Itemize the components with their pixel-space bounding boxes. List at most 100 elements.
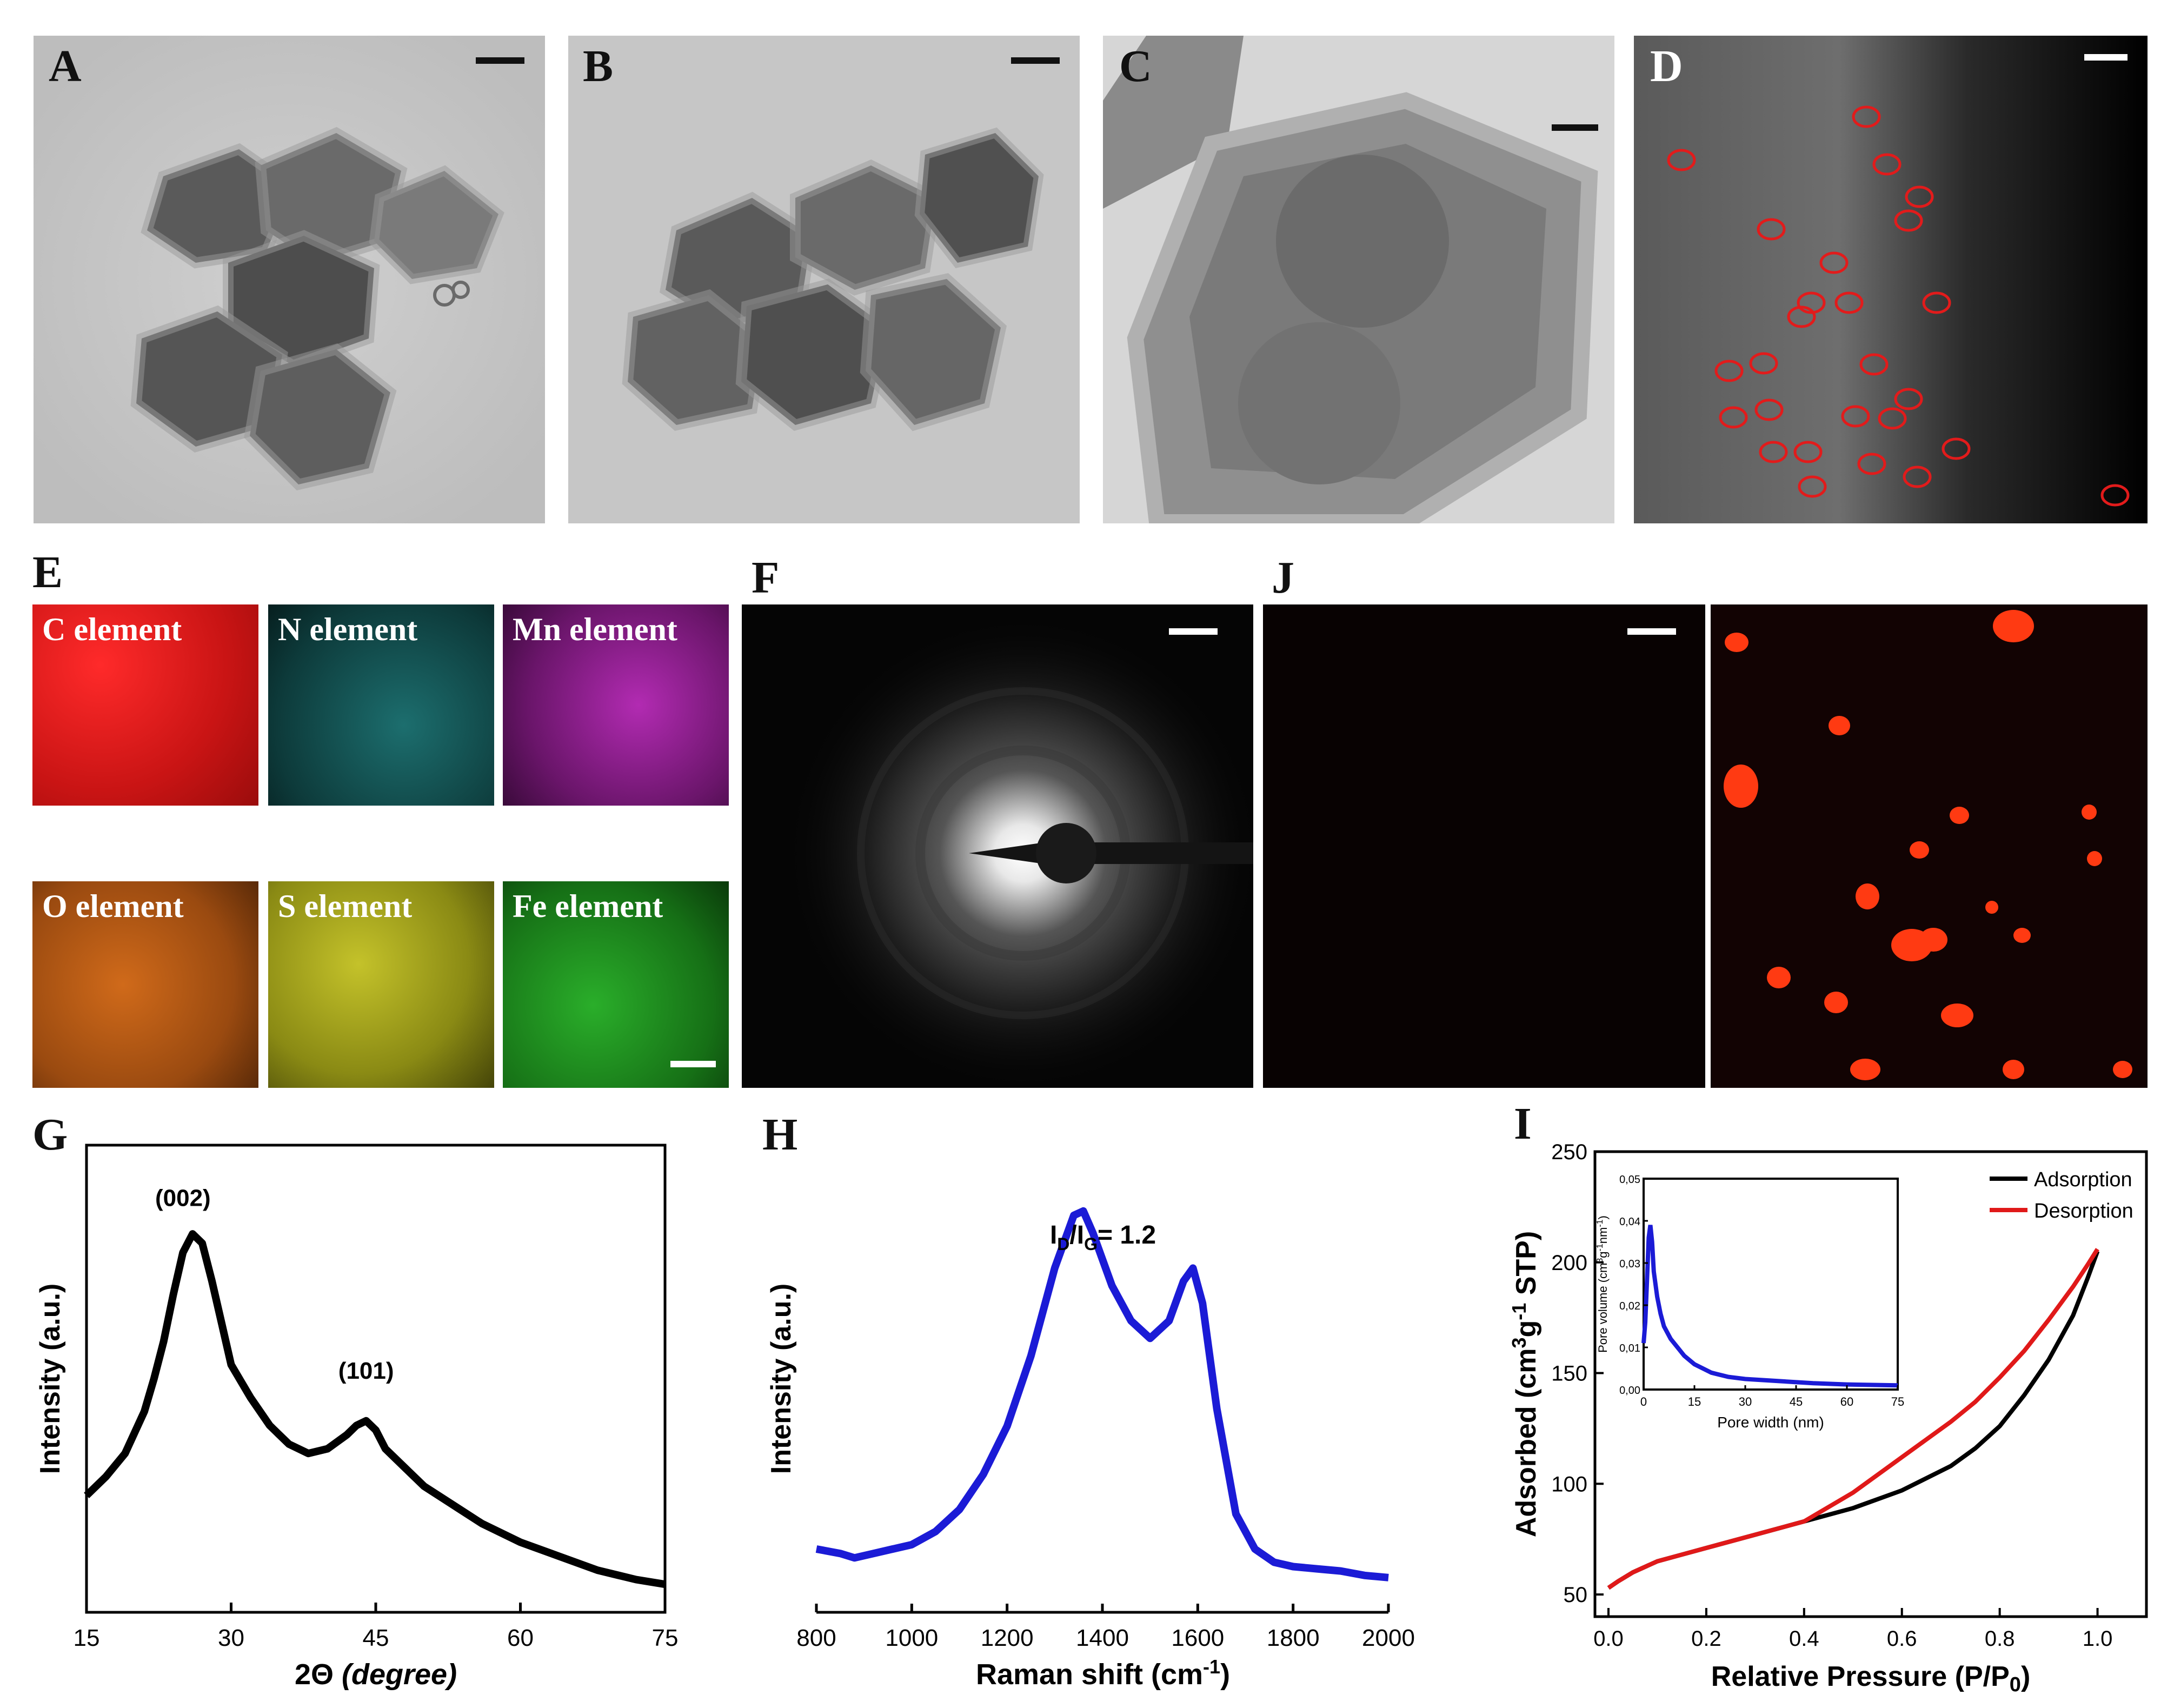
map-n-label: N element — [278, 612, 418, 647]
map-c-label: C element — [42, 612, 182, 647]
tem-image-a — [34, 36, 545, 523]
beam-stopper — [969, 823, 1253, 883]
x-tick-label: 1200 — [981, 1625, 1034, 1651]
atom-marker — [1819, 251, 1849, 274]
scale-bar-b — [1011, 57, 1060, 64]
particle-cluster-a — [130, 127, 504, 490]
panel-label-f: F — [752, 553, 780, 603]
bet-x-axis-label: Relative Pressure (P/P0) — [1711, 1661, 2031, 1696]
scale-bar-c — [1552, 124, 1598, 131]
scale-bar-j — [1627, 628, 1676, 635]
atom-marker — [1834, 291, 1864, 314]
raman-x-ticks: 800 1000 1200 1400 1600 1800 2000 — [796, 1604, 1415, 1651]
inset-x-axis-label: Pore width (nm) — [1717, 1414, 1824, 1431]
map-mn-element: Mn element — [503, 604, 729, 806]
y-tick-label: 100 — [1551, 1472, 1587, 1496]
panel-label-a: A — [49, 41, 82, 91]
x-tick-label: 1600 — [1171, 1625, 1224, 1651]
xrd-peak-label-101: (101) — [338, 1358, 394, 1384]
map-o-element: O element — [32, 881, 258, 1088]
legend-desorption: Desorption — [2034, 1200, 2133, 1222]
atom-marker — [1714, 360, 1744, 382]
map-c-element: C element — [32, 604, 258, 806]
atom-marker — [1872, 153, 1902, 176]
fluorescent-cells — [1724, 610, 2132, 1080]
map-n-element: N element — [268, 604, 494, 806]
atom-marker — [1754, 398, 1784, 421]
inset-y-tick-label: 0,04 — [1619, 1216, 1640, 1228]
bet-y-ticks: 50 100 150 200 250 — [1551, 1140, 1604, 1607]
inset-y-tick-label: 0,03 — [1619, 1258, 1640, 1270]
tem-image-b — [568, 36, 1080, 523]
map-s-element: S element — [268, 881, 494, 1088]
x-tick-label: 30 — [218, 1625, 244, 1651]
atom-marker — [1759, 441, 1788, 463]
saed-pattern-f — [742, 604, 1253, 1088]
panel-label-g: G — [32, 1109, 68, 1160]
inset-y-tick-label: 0,05 — [1619, 1174, 1640, 1186]
particle-cluster-b — [622, 127, 1044, 431]
scale-bar-d — [2084, 54, 2128, 61]
atom-marker — [1798, 475, 1827, 498]
x-tick-label: 0.0 — [1593, 1627, 1624, 1651]
panel-label-e: E — [32, 547, 63, 597]
map-o-label: O element — [42, 888, 184, 924]
x-tick-label: 0.4 — [1789, 1627, 1819, 1651]
y-tick-label: 200 — [1551, 1251, 1587, 1275]
atom-marker — [1857, 453, 1886, 475]
inset-y-tick-label: 0,01 — [1619, 1343, 1640, 1354]
xrd-y-axis-label: Intensity (a.u.) — [35, 1284, 66, 1474]
atom-marker — [2100, 484, 2130, 507]
chart-h-raman: 800 1000 1200 1400 1600 1800 2000 ID/IG= 1.2 R… — [766, 1207, 1415, 1691]
x-tick-label: 0.6 — [1887, 1627, 1917, 1651]
inset-x-tick-label: 60 — [1840, 1395, 1853, 1408]
atom-marker — [1667, 149, 1696, 171]
raman-ratio-annotation: ID/IG= 1.2 — [1050, 1221, 1156, 1254]
chart-g-xrd: 15 30 45 60 75 (002) (101) 2Θ (degree) Inten… — [35, 1144, 679, 1691]
fluorescence-control-j — [1263, 604, 1705, 1088]
map-fe-element: Fe element — [503, 881, 729, 1088]
atom-marker — [1942, 437, 1971, 460]
x-tick-label: 2000 — [1362, 1625, 1415, 1651]
x-tick-label: 1400 — [1076, 1625, 1129, 1651]
x-tick-label: 0.8 — [1985, 1627, 2015, 1651]
panel-label-h: H — [762, 1109, 798, 1160]
map-fe-label: Fe element — [513, 888, 663, 924]
inset-y-tick-label: 0,00 — [1619, 1385, 1640, 1397]
x-tick-label: 45 — [363, 1625, 389, 1651]
bet-y-axis-label: Adsorbed (cm3g-1 STP) — [1508, 1231, 1542, 1537]
inset-y-ticks: 0,00 0,01 0,02 0,03 0,04 0,05 — [1619, 1174, 1648, 1397]
raman-y-axis-label: Intensity (a.u.) — [766, 1284, 797, 1474]
raman-x-axis-label: Raman shift (cm-1) — [976, 1656, 1230, 1691]
panel-label-j: J — [1272, 553, 1294, 603]
atom-marker — [1903, 466, 1932, 488]
raman-curve — [815, 1207, 1389, 1581]
atom-marker — [1894, 209, 1923, 232]
panel-label-c: C — [1119, 41, 1152, 91]
tem-image-c — [1103, 36, 1614, 523]
map-s-label: S element — [278, 888, 413, 924]
bet-x-ticks: 0.0 0.2 0.4 0.6 0.8 1.0 — [1593, 1608, 2112, 1651]
x-tick-label: 75 — [652, 1625, 679, 1651]
atom-marker — [1894, 388, 1923, 410]
x-tick-label: 1.0 — [2083, 1627, 2113, 1651]
single-atom-markers — [1667, 105, 2130, 507]
pore-size-inset: 0 15 30 45 60 75 0,00 0,01 0,02 0,03 0,04 0,05 Por… — [1595, 1174, 1904, 1431]
panel-label-b: B — [583, 41, 614, 91]
atom-marker — [1787, 305, 1816, 328]
map-mn-label: Mn element — [513, 612, 677, 647]
inset-y-axis-label: Pore volume (cm3g-1nm-1) — [1595, 1215, 1610, 1353]
x-tick-label: 15 — [74, 1625, 100, 1651]
inset-y-tick-label: 0,02 — [1619, 1300, 1640, 1312]
atom-marker — [1878, 407, 1907, 430]
panel-label-i: I — [1514, 1099, 1532, 1149]
x-tick-label: 800 — [796, 1625, 836, 1651]
scale-bar-e — [670, 1061, 716, 1067]
x-tick-label: 60 — [507, 1625, 534, 1651]
atom-marker — [1922, 291, 1951, 314]
atom-marker — [1852, 105, 1881, 128]
xrd-x-axis-label: 2Θ (degree) — [295, 1658, 457, 1691]
inset-x-tick-label: 45 — [1790, 1395, 1803, 1408]
